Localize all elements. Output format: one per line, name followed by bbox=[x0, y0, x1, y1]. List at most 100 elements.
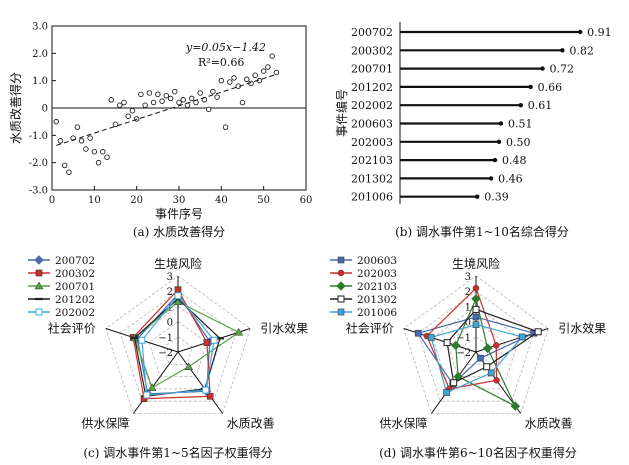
radar-tick-label: 0 bbox=[167, 318, 173, 329]
data-point bbox=[53, 118, 59, 125]
radar-series-marker bbox=[472, 284, 480, 292]
radar-ring bbox=[105, 275, 251, 414]
score-value-label: 0.91 bbox=[587, 26, 612, 39]
score-dot bbox=[528, 84, 533, 90]
x-tick-label: 10 bbox=[88, 195, 101, 206]
radar-axis-label: 水质改善 bbox=[525, 415, 573, 430]
radar-series-line bbox=[141, 294, 215, 396]
legend-swatch-marker bbox=[337, 256, 345, 264]
radar-series-line bbox=[133, 301, 240, 389]
radar-series-marker bbox=[143, 391, 151, 399]
radar-series-line bbox=[132, 288, 211, 400]
data-point bbox=[116, 102, 123, 109]
legend-label: 200302 bbox=[55, 268, 95, 280]
legend-swatch-marker bbox=[336, 281, 346, 291]
event-id-label: 202103 bbox=[351, 154, 393, 167]
radar-series-marker bbox=[450, 379, 458, 387]
radar-series-marker bbox=[482, 343, 493, 353]
scatter-points bbox=[53, 53, 280, 175]
radar-axis-label: 引水效果 bbox=[260, 321, 308, 336]
legend-label: 200603 bbox=[357, 255, 397, 267]
event-id-label: 200701 bbox=[351, 63, 393, 76]
data-point bbox=[265, 64, 271, 70]
radar-ring bbox=[403, 275, 549, 414]
radar-tick-label: 3 bbox=[465, 272, 471, 283]
score-value-label: 0.51 bbox=[508, 118, 532, 131]
data-point bbox=[57, 138, 64, 144]
radar-series-marker bbox=[210, 336, 218, 344]
radar-series-marker bbox=[483, 363, 491, 371]
ranking-caption: (b) 调水事件第1~10名综合得分 bbox=[395, 224, 569, 239]
data-point bbox=[227, 79, 233, 85]
y-tick-label: 1.0 bbox=[32, 76, 48, 87]
trend-line bbox=[56, 73, 277, 146]
radar-series-marker bbox=[138, 336, 146, 344]
radar-ring bbox=[119, 290, 237, 402]
radar-spoke bbox=[177, 351, 224, 414]
radar-series-marker bbox=[487, 369, 495, 377]
score-dot bbox=[540, 66, 545, 71]
radar-series-marker bbox=[234, 327, 244, 336]
data-point bbox=[231, 75, 237, 81]
data-point bbox=[133, 116, 140, 122]
x-tick-label: 50 bbox=[257, 195, 270, 206]
data-point bbox=[108, 97, 115, 103]
scatter-caption: (a) 水质改善得分 bbox=[133, 224, 225, 239]
score-value-label: 0.39 bbox=[484, 191, 509, 204]
scatter-axes: 0 10 20 30 40 50 60 -3.0 -2.0 -1.0 0 1.0 2.0 3.0 bbox=[29, 22, 313, 207]
radar-tick-label: 3 bbox=[167, 272, 173, 283]
legend-label: 200701 bbox=[55, 281, 95, 293]
data-point bbox=[269, 53, 275, 59]
data-point bbox=[218, 77, 225, 84]
data-point bbox=[74, 124, 81, 130]
radar-ring bbox=[417, 290, 535, 402]
y-tick-label: 2.0 bbox=[32, 49, 48, 60]
y-tick-label: 0 bbox=[42, 104, 48, 115]
data-point bbox=[146, 90, 153, 96]
score-value-label: 0.61 bbox=[528, 99, 553, 112]
data-point bbox=[172, 88, 178, 95]
score-value-label: 0.46 bbox=[498, 172, 522, 185]
radar-tick-label: −2 bbox=[456, 348, 471, 359]
score-value-label: 0.50 bbox=[506, 136, 531, 149]
y-tick-label: -1.0 bbox=[29, 131, 48, 142]
data-point bbox=[91, 148, 98, 155]
score-value-label: 0.66 bbox=[538, 81, 563, 94]
x-tick-label: 0 bbox=[49, 195, 55, 206]
data-point bbox=[167, 95, 174, 102]
scatter-xlabel: 事件序号 bbox=[155, 206, 203, 221]
y-tick-label: -3.0 bbox=[29, 186, 48, 197]
data-point bbox=[180, 97, 186, 103]
data-point bbox=[78, 138, 85, 144]
data-point bbox=[176, 99, 182, 106]
data-point bbox=[155, 91, 161, 98]
x-tick-label: 60 bbox=[300, 195, 313, 206]
data-point bbox=[66, 169, 72, 175]
event-id-label: 202002 bbox=[351, 99, 393, 112]
event-id-label: 200302 bbox=[351, 44, 393, 57]
legend-label: 201006 bbox=[357, 307, 397, 319]
data-point bbox=[243, 76, 250, 83]
data-point bbox=[222, 124, 229, 130]
x-tick-label: 40 bbox=[215, 195, 228, 206]
data-point bbox=[95, 159, 102, 166]
score-dot bbox=[577, 29, 583, 35]
data-point bbox=[100, 148, 106, 155]
radar-tick-label: −1 bbox=[456, 333, 471, 344]
data-point bbox=[260, 68, 267, 74]
radar-series-marker bbox=[174, 286, 182, 293]
radar-series-line bbox=[417, 316, 536, 385]
score-dot bbox=[518, 103, 523, 108]
data-point bbox=[83, 146, 89, 152]
scatter-equation: y=0.05x−1.42 bbox=[185, 41, 266, 54]
radar-series-marker bbox=[472, 321, 480, 328]
event-id-label: 202003 bbox=[351, 136, 393, 149]
radar-series-marker bbox=[510, 401, 521, 411]
data-point bbox=[87, 135, 93, 141]
radar-series-marker bbox=[174, 292, 182, 300]
